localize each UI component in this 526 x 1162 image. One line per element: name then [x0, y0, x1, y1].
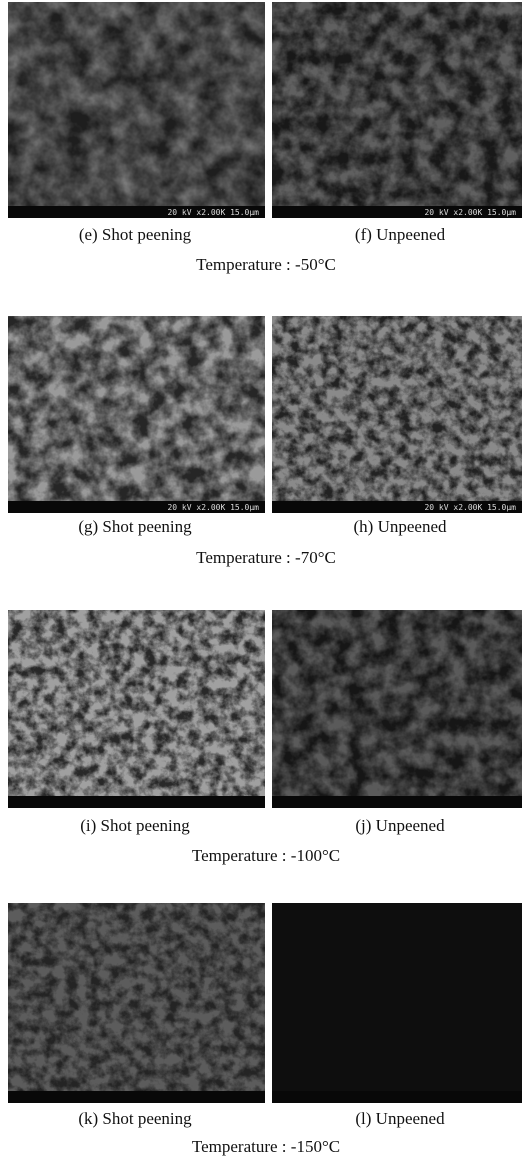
scale-bar-label: 20 kV x2.00K 15.0µm — [167, 208, 259, 217]
image-texture — [8, 2, 265, 218]
temperature-label: Temperature : -50°C — [196, 255, 336, 274]
sem-image: 20 kV x2.00K 15.0µm — [8, 316, 265, 513]
figure: 20 kV x2.00K 15.0µm (e) Shot peening 20 kV… — [0, 0, 526, 1162]
panel-caption: (g) Shot peening — [78, 517, 192, 536]
figure-row: 20 kV x2.00K 15.0µm (e) Shot peening 20 kV… — [8, 2, 522, 274]
sem-image — [272, 610, 522, 808]
scale-bar-strip — [8, 1091, 265, 1103]
panel-caption: (e) Shot peening — [79, 225, 192, 244]
figure-row: 20 kV x2.00K 15.0µm (g) Shot peening 20 kV… — [8, 316, 522, 567]
image-texture — [8, 610, 265, 808]
panel-caption: (i) Shot peening — [80, 816, 190, 835]
figure-row: (k) Shot peening (l) Unpeened Temperature … — [8, 903, 522, 1156]
panel-caption: (j) Unpeened — [355, 816, 445, 835]
sem-image — [8, 610, 265, 808]
scale-bar-strip — [8, 796, 265, 808]
panel-caption: (k) Shot peening — [78, 1109, 192, 1128]
temperature-label: Temperature : -150°C — [192, 1137, 340, 1156]
scale-bar-label: 20 kV x2.00K 15.0µm — [424, 208, 516, 217]
panel-caption: (h) Unpeened — [354, 517, 447, 536]
scale-bar-label: 20 kV x2.00K 15.0µm — [167, 503, 259, 512]
scale-bar-label: 20 kV x2.00K 15.0µm — [424, 503, 516, 512]
image-texture — [272, 610, 522, 808]
temperature-label: Temperature : -100°C — [192, 846, 340, 865]
sem-image: 20 kV x2.00K 15.0µm — [272, 2, 522, 218]
figure-row: (i) Shot peening (j) Unpeened Temperature … — [8, 610, 522, 865]
sem-image: 20 kV x2.00K 15.0µm — [8, 2, 265, 218]
sem-image: 20 kV x2.00K 15.0µm — [272, 316, 522, 513]
temperature-label: Temperature : -70°C — [196, 548, 336, 567]
image-texture — [8, 316, 265, 513]
panel-caption: (l) Unpeened — [355, 1109, 445, 1128]
sem-image — [8, 903, 265, 1103]
image-texture — [272, 316, 522, 513]
image-texture — [272, 2, 522, 218]
sem-image — [272, 903, 522, 1103]
panel-caption: (f) Unpeened — [355, 225, 446, 244]
image-base — [272, 903, 522, 1103]
scale-bar-strip — [272, 796, 522, 808]
scale-bar-strip — [272, 1091, 522, 1103]
image-texture — [8, 903, 265, 1103]
